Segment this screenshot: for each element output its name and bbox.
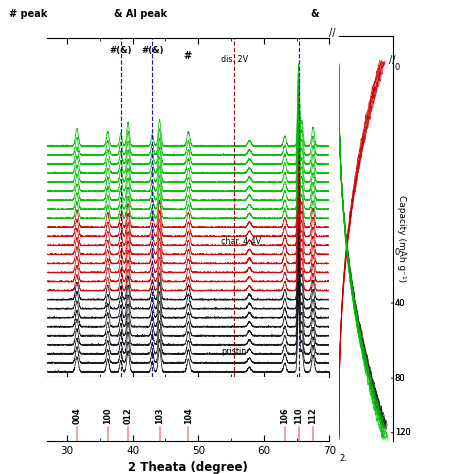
Text: 012: 012 xyxy=(124,407,133,424)
Text: 120: 120 xyxy=(395,428,410,437)
Text: char. 4.4V: char. 4.4V xyxy=(221,237,261,246)
Text: 2.: 2. xyxy=(339,454,347,463)
Text: 104: 104 xyxy=(184,407,193,424)
Text: 80: 80 xyxy=(395,374,405,383)
Text: 106: 106 xyxy=(280,407,289,424)
Text: //: // xyxy=(389,55,396,65)
Text: Capacity (mAh g⁻¹): Capacity (mAh g⁻¹) xyxy=(397,195,406,282)
Text: #(&): #(&) xyxy=(109,46,132,55)
Text: 80: 80 xyxy=(395,374,405,383)
Text: 0: 0 xyxy=(395,248,400,257)
Text: 40: 40 xyxy=(395,299,405,308)
Text: 120: 120 xyxy=(395,428,410,437)
Text: 100: 100 xyxy=(103,407,112,424)
Text: & Al peak: & Al peak xyxy=(114,9,167,18)
Text: &: & xyxy=(310,9,319,18)
Text: dis. 2V: dis. 2V xyxy=(221,55,248,64)
Text: #: # xyxy=(183,51,191,61)
Text: # peak: # peak xyxy=(9,9,48,18)
Text: pristin: pristin xyxy=(221,347,246,356)
Text: 103: 103 xyxy=(155,407,164,424)
Text: 0: 0 xyxy=(395,64,400,73)
Text: 004: 004 xyxy=(73,407,82,424)
X-axis label: 2 Theata (degree): 2 Theata (degree) xyxy=(128,461,248,474)
Text: 112: 112 xyxy=(309,407,318,424)
Text: 40: 40 xyxy=(395,299,405,308)
Text: //: // xyxy=(329,27,336,37)
Text: 110: 110 xyxy=(294,407,303,424)
Text: #(&): #(&) xyxy=(141,46,164,55)
